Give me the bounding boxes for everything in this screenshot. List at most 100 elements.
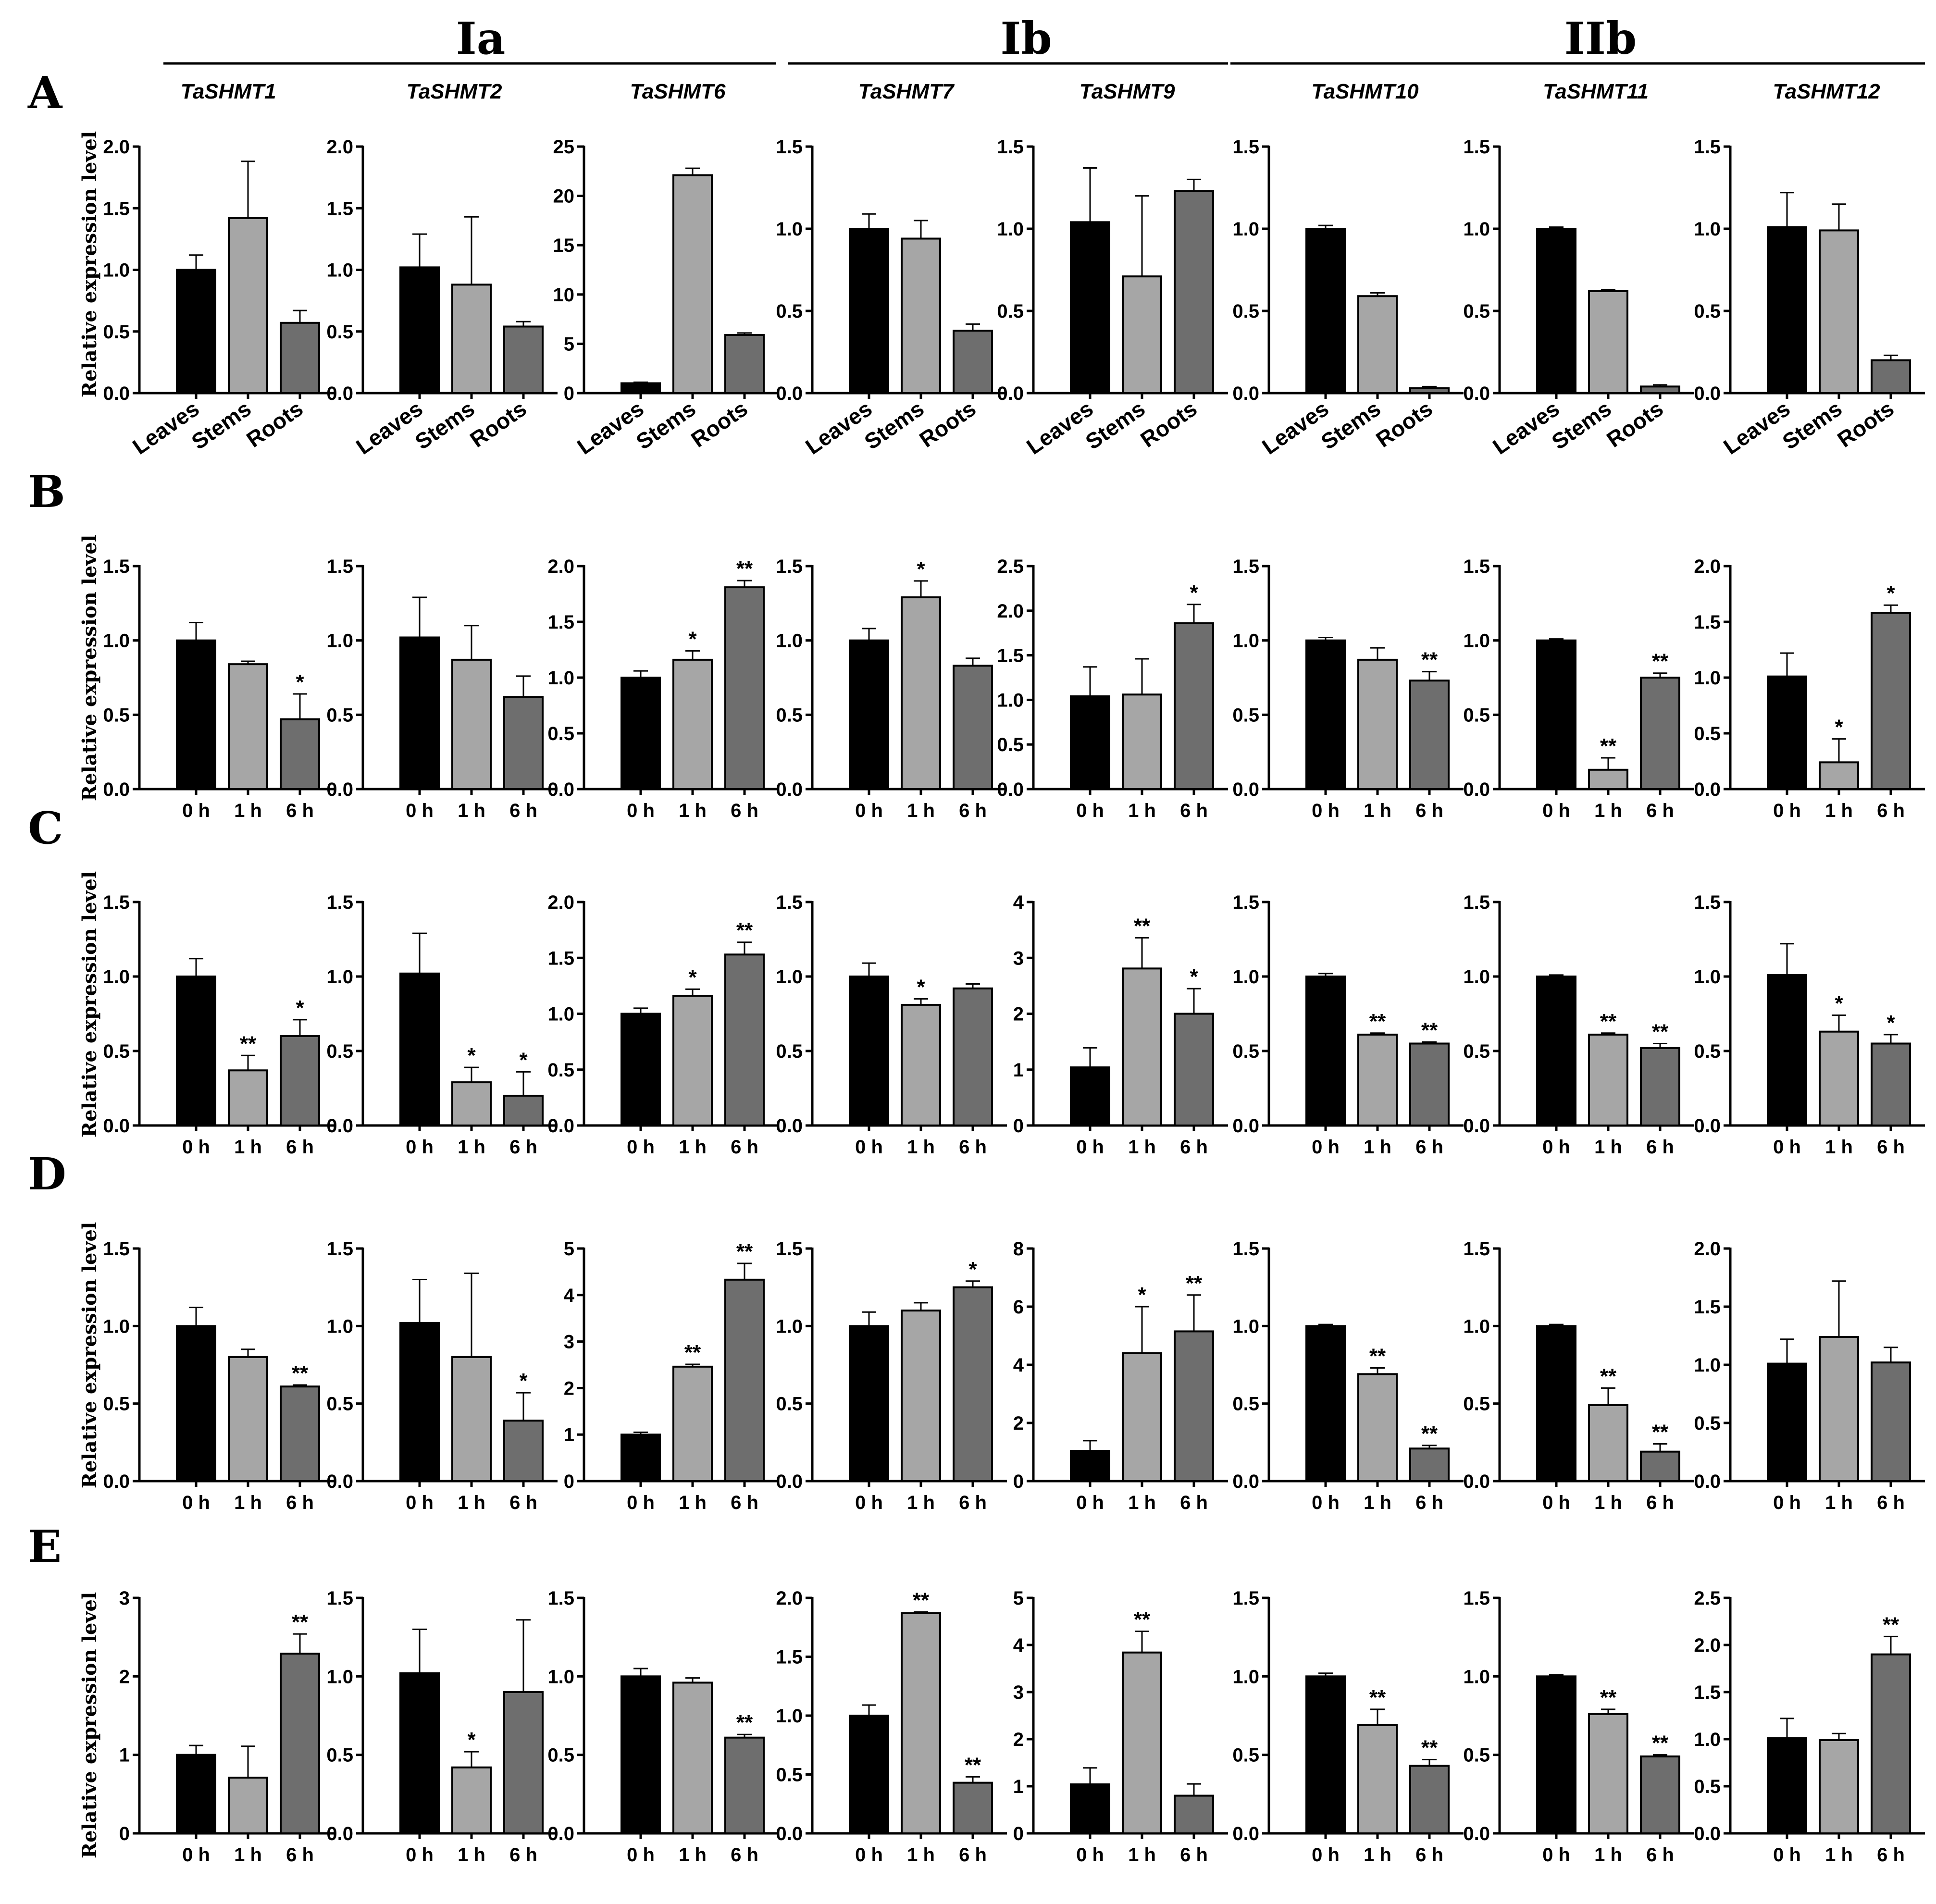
bar-0h: [621, 677, 661, 790]
x-tick-label: Roots: [1833, 396, 1899, 452]
y-tick-label: 1.0: [103, 1316, 130, 1337]
significance-mark: **: [1652, 1731, 1669, 1755]
y-tick-label: 2: [564, 1378, 574, 1399]
x-tick-label: 6 h: [286, 1492, 314, 1513]
bar-0h: [1305, 639, 1346, 790]
panel-b-tashmt7: 0.0 0.5 1.0 1.5 0 h * 1 h 6 h: [776, 556, 1007, 821]
bar-1h: [1819, 761, 1859, 790]
x-tick-label: 6 h: [1877, 1492, 1905, 1513]
y-tick-label: 1.5: [326, 556, 353, 577]
x-tick-label: 1 h: [679, 1492, 707, 1513]
significance-mark: **: [684, 1341, 701, 1364]
bar-6h: [724, 1278, 765, 1482]
y-tick-label: 1.0: [103, 966, 130, 988]
panel-c-tashmt6: 0.0 0.5 1.0 1.5 2.0 0 h * 1 h ** 6 h: [547, 892, 779, 1158]
y-tick-label: 1.5: [103, 556, 130, 577]
y-tick-label: 0.0: [1463, 779, 1490, 800]
bar-6h: [953, 1781, 993, 1834]
y-tick-label: 1.5: [547, 1588, 574, 1609]
bar-6h: [1640, 1755, 1680, 1835]
panel-d-tashmt10: 0.0 0.5 1.0 1.5 0 h ** 1 h ** 6 h: [1232, 1238, 1464, 1513]
y-tick-label: 0.0: [1463, 383, 1490, 404]
y-tick-label: 10: [553, 284, 575, 306]
y-tick-label: 1.0: [1463, 631, 1490, 652]
x-tick-label: Roots: [242, 396, 308, 452]
bar-0h: [1536, 1325, 1576, 1482]
significance-mark: *: [688, 627, 697, 651]
x-tick-label: 1 h: [458, 1844, 485, 1866]
significance-mark: **: [1421, 1736, 1438, 1759]
x-tick-label: 6 h: [1877, 1844, 1905, 1866]
y-axis-title-b: Relative expression level: [78, 535, 101, 801]
panel-b-tashmt1: 0.0 0.5 1.0 1.5 0 h 1 h * 6 h: [103, 556, 334, 821]
bar-leaves: [849, 228, 889, 394]
x-tick-label: 1 h: [234, 1492, 262, 1513]
x-tick-label: 0 h: [855, 1492, 883, 1513]
x-tick-label: 1 h: [1364, 1137, 1391, 1158]
x-tick-label: Stems: [632, 396, 700, 455]
x-tick-label: Stems: [1081, 396, 1150, 455]
y-tick-label: 0: [119, 1823, 130, 1844]
y-tick-label: 1.0: [1694, 219, 1721, 240]
y-tick-label: 1.5: [1463, 1238, 1490, 1260]
y-tick-label: 1.5: [1463, 556, 1490, 577]
x-tick-label: 6 h: [509, 1492, 537, 1513]
x-tick-label: 1 h: [458, 1137, 485, 1158]
y-tick-label: 1.5: [997, 136, 1024, 158]
y-tick-label: 0.0: [776, 1471, 803, 1492]
y-tick-label: 0.5: [1232, 705, 1259, 726]
x-tick-label: Stems: [1316, 396, 1385, 455]
significance-mark: *: [519, 1369, 528, 1393]
significance-mark: *: [688, 965, 697, 989]
x-tick-label: 6 h: [1180, 1844, 1208, 1866]
y-tick-label: 0.5: [103, 1041, 130, 1062]
bar-1h: [228, 1069, 268, 1127]
y-tick-label: 1.5: [326, 1588, 353, 1609]
x-tick-label: 1 h: [1128, 800, 1156, 821]
significance-mark: **: [1652, 650, 1669, 673]
bar-6h: [953, 665, 993, 790]
y-tick-label: 0.5: [103, 1394, 130, 1415]
y-tick-label: 20: [553, 186, 575, 207]
x-tick-label: 6 h: [731, 1492, 758, 1513]
x-tick-label: Leaves: [572, 396, 648, 459]
x-tick-label: Leaves: [1719, 396, 1795, 459]
y-tick-label: 1: [1013, 1776, 1024, 1797]
bar-leaves: [621, 382, 661, 394]
bar-1h: [228, 1356, 268, 1483]
bar-roots: [1409, 387, 1450, 394]
row-label-a: A: [27, 67, 63, 119]
x-tick-label: 1 h: [1594, 1137, 1622, 1158]
y-tick-label: 0.5: [1463, 1745, 1490, 1766]
y-axis-title-c: Relative expression level: [78, 871, 101, 1137]
significance-mark: **: [736, 1711, 753, 1734]
y-tick-label: 1.5: [1232, 892, 1259, 913]
y-tick-label: 1.5: [103, 892, 130, 913]
bar-stems: [1122, 275, 1162, 394]
bar-6h: [1174, 1013, 1214, 1126]
panel-e-tashmt9: 0 1 2 3 4 5 0 h ** 1 h 6 h: [1013, 1588, 1228, 1866]
panel-e-tashmt6: 0.0 0.5 1.0 1.5 0 h 1 h ** 6 h: [547, 1588, 779, 1866]
x-tick-label: 0 h: [855, 1844, 883, 1866]
y-tick-label: 1.0: [1694, 966, 1721, 988]
y-tick-label: 0.5: [776, 301, 803, 322]
x-tick-label: Roots: [465, 396, 531, 452]
x-tick-label: 1 h: [1594, 1844, 1622, 1866]
y-tick-label: 0.0: [103, 1471, 130, 1492]
gene-label-tashmt10: TaSHMT10: [1311, 80, 1419, 103]
bar-0h: [1070, 1783, 1110, 1835]
y-tick-label: 0.5: [776, 1394, 803, 1415]
significance-mark: *: [519, 1048, 528, 1072]
significance-mark: *: [1835, 992, 1843, 1015]
x-tick-label: 6 h: [1415, 1492, 1443, 1513]
panel-b-tashmt6: 0.0 0.5 1.0 1.5 2.0 0 h * 1 h ** 6 h: [547, 556, 779, 821]
y-tick-label: 1.0: [326, 1666, 353, 1687]
bar-1h: [451, 658, 492, 790]
x-tick-label: Leaves: [1257, 396, 1333, 459]
x-tick-label: 1 h: [1825, 1844, 1853, 1866]
x-tick-label: 0 h: [1542, 800, 1570, 821]
y-tick-label: 0: [564, 383, 574, 404]
